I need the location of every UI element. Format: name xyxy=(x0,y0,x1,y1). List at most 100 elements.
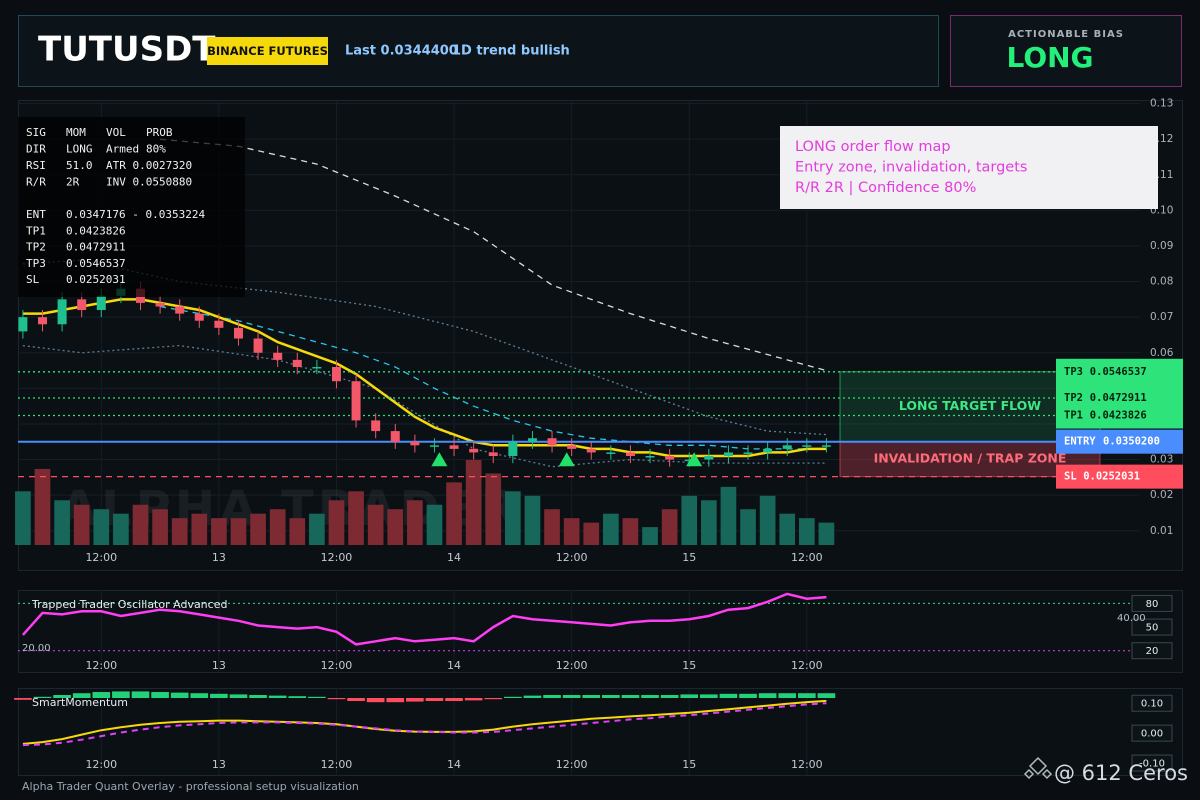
stats-cell: SL xyxy=(26,273,40,286)
histogram-bar xyxy=(151,692,169,698)
volume-bar xyxy=(505,491,521,545)
candle-body xyxy=(763,448,773,453)
candle-body xyxy=(77,299,87,311)
volume-bar xyxy=(622,518,639,545)
level-label-box xyxy=(1056,464,1183,489)
candle-body xyxy=(723,452,733,456)
candle-body xyxy=(155,302,165,307)
x-tick-label: 15 xyxy=(682,551,696,564)
histogram-bar xyxy=(464,698,483,701)
stats-cell: TP2 xyxy=(26,241,46,254)
volume-bar xyxy=(603,513,619,545)
candle-body xyxy=(429,445,439,447)
histogram-bar xyxy=(582,695,601,698)
volume-bar xyxy=(93,509,110,545)
candle-body xyxy=(96,295,106,311)
y-tick-label: -0.10 xyxy=(1139,759,1165,770)
histogram-bar xyxy=(798,693,816,698)
histogram-bar xyxy=(739,693,757,698)
volume-bar xyxy=(152,509,168,545)
y-tick-label: 0.01 xyxy=(1150,525,1173,537)
candle-body xyxy=(567,445,577,449)
y-tick-box xyxy=(1131,618,1173,636)
trend: 1D trend bullish xyxy=(452,44,570,59)
y-tick-box xyxy=(1131,754,1173,772)
stats-cell: VOL xyxy=(106,126,126,139)
histogram-bar xyxy=(621,695,640,698)
stats-cell: TP1 xyxy=(26,224,46,237)
volume-bar xyxy=(407,500,423,545)
histogram-bar xyxy=(249,695,267,698)
candle-body xyxy=(743,452,753,454)
momentum-line xyxy=(22,702,827,747)
histogram-bar xyxy=(229,694,248,698)
signal-marker xyxy=(431,452,448,467)
volume-bar xyxy=(328,500,345,545)
candle-body xyxy=(821,445,831,447)
x-tick-label: 13 xyxy=(212,551,226,564)
histogram-bar xyxy=(288,696,307,698)
candle-body xyxy=(547,438,557,446)
volume-bar xyxy=(661,509,678,545)
oscillator-pane xyxy=(18,590,1183,673)
candle-body xyxy=(371,420,381,432)
histogram-bar xyxy=(386,698,405,703)
volume-bar xyxy=(642,527,658,545)
note-line: R/R 2R | Confidence 80% xyxy=(795,180,976,196)
histogram-bar xyxy=(53,695,71,698)
stats-cell: RSI xyxy=(26,159,46,172)
candle-body xyxy=(175,306,185,314)
candle-body xyxy=(508,441,518,456)
volume-bar xyxy=(387,509,404,545)
histogram-bar xyxy=(33,696,52,698)
zone-label: LONG TARGET FLOW xyxy=(899,398,1041,413)
badge: BINANCE FUTURES xyxy=(207,44,328,58)
y-tick-label: 0.09 xyxy=(1150,240,1173,252)
volume-bar xyxy=(230,518,247,545)
stats-cell: 51.0 xyxy=(66,159,93,172)
x-tick-label: 12:00 xyxy=(321,758,353,771)
x-tick-label: 14 xyxy=(447,758,461,771)
candle-body xyxy=(469,448,479,453)
candle-body xyxy=(527,438,537,442)
stats-cell: ATR 0.0027320 xyxy=(106,159,192,172)
zone-label: INVALIDATION / TRAP ZONE xyxy=(874,451,1067,466)
volume-bar xyxy=(779,513,796,545)
y-tick-label: 0.06 xyxy=(1150,347,1174,359)
histogram-bar xyxy=(504,696,522,698)
candle-body xyxy=(802,445,812,447)
stats-cell: R/R xyxy=(26,176,46,189)
y-tick-label: 80 xyxy=(1146,599,1159,610)
bias-panel xyxy=(950,15,1182,87)
stats-cell: TP3 xyxy=(26,257,46,270)
volume-bar xyxy=(524,495,541,545)
candle-body xyxy=(292,359,302,367)
header-panel xyxy=(18,15,939,87)
volume-bar xyxy=(309,513,325,545)
momentum-line xyxy=(22,699,827,745)
histogram-bar xyxy=(562,695,581,698)
histogram-bar xyxy=(170,692,189,698)
stats-cell: 2R xyxy=(66,176,80,189)
stats-cell: 0.0347176 - 0.0353224 xyxy=(66,208,205,221)
x-tick-label: 12:00 xyxy=(791,758,823,771)
stats-cell: PROB xyxy=(146,126,173,139)
level-name: TP1 xyxy=(1064,409,1083,421)
candle-body xyxy=(704,456,714,460)
y-tick-label: 50 xyxy=(1146,623,1159,634)
histogram-bar xyxy=(72,693,91,698)
level-name: SL xyxy=(1064,471,1077,483)
histogram-bar xyxy=(660,695,679,698)
candle-body xyxy=(645,456,655,458)
x-tick-label: 12:00 xyxy=(791,551,823,564)
y-tick-label: 20 xyxy=(1146,646,1159,657)
note-box xyxy=(780,126,1158,209)
histogram-bar xyxy=(680,694,699,698)
stats-cell: Armed xyxy=(106,143,139,156)
y-tick-box xyxy=(1131,724,1173,742)
volume-bar xyxy=(171,518,188,545)
candle-body xyxy=(488,452,498,456)
volume-bar xyxy=(583,522,600,545)
volume-bar xyxy=(446,482,462,545)
